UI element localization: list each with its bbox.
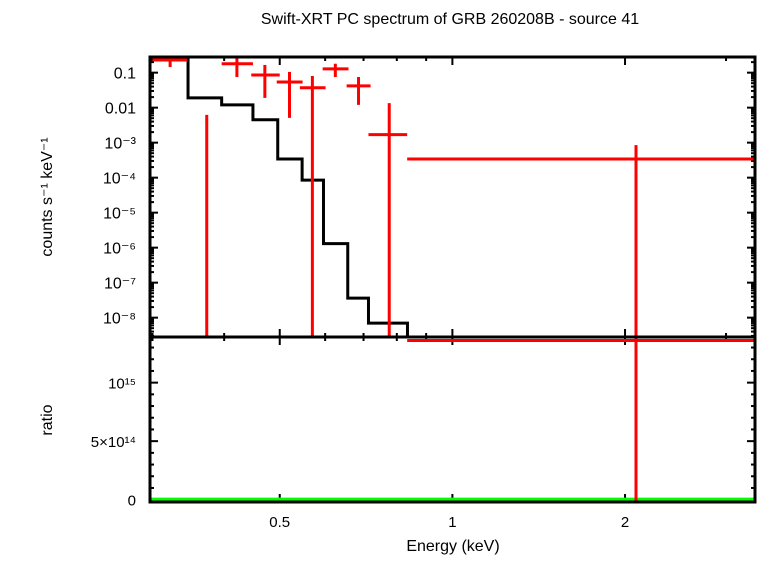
y-tick-label: 10⁻⁶ (103, 241, 136, 258)
x-tick-label: 0.5 (269, 514, 290, 531)
data-point (221, 57, 253, 78)
y-tick-label: 0.01 (105, 101, 136, 118)
data-point (407, 145, 755, 337)
spectrum-panel-frame (148, 55, 757, 339)
y-tick-label: 0.1 (114, 66, 136, 83)
y-tick-label: 5×10¹⁴ (91, 434, 136, 451)
x-axis-label: Energy (keV) (406, 538, 499, 555)
data-point (368, 103, 408, 337)
data-point (346, 77, 371, 105)
y-tick-label: 10⁻⁴ (103, 171, 136, 188)
y-axis-label-ratio: ratio (39, 404, 56, 435)
y-tick-label: 10¹⁵ (108, 376, 136, 393)
y-tick-label: 10⁻³ (104, 136, 136, 153)
model-step-line (150, 58, 409, 337)
y-axis-label-spectrum: counts s⁻¹ keV⁻¹ (39, 137, 56, 256)
chart-title: Swift-XRT PC spectrum of GRB 260208B - s… (261, 11, 639, 28)
x-tick-label: 1 (448, 514, 456, 531)
ratio-panel-frame (148, 335, 757, 504)
data-point (322, 63, 349, 78)
data-point (276, 71, 303, 118)
data-point (299, 76, 326, 337)
x-tick-label: 2 (621, 514, 629, 531)
y-tick-label: 10⁻⁷ (104, 276, 136, 293)
data-point (251, 64, 280, 98)
data-point (152, 57, 188, 68)
y-tick-label: 10⁻⁸ (103, 311, 136, 328)
y-tick-label: 0 (128, 493, 136, 510)
y-tick-label: 10⁻⁵ (103, 206, 136, 223)
